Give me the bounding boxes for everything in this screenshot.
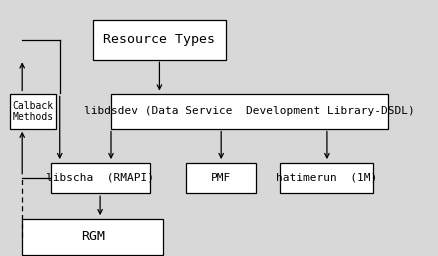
Text: libdsdev (Data Service  Development Library-DSDL): libdsdev (Data Service Development Libra… <box>84 106 414 116</box>
Text: RGM: RGM <box>81 230 105 243</box>
Text: Calback
Methods: Calback Methods <box>13 101 53 122</box>
Text: hatimerun  (1M): hatimerun (1M) <box>276 173 377 183</box>
FancyBboxPatch shape <box>185 163 256 193</box>
Text: libscha  (RMAPI): libscha (RMAPI) <box>46 173 154 183</box>
FancyBboxPatch shape <box>111 94 387 129</box>
FancyBboxPatch shape <box>10 94 56 129</box>
FancyBboxPatch shape <box>280 163 372 193</box>
FancyBboxPatch shape <box>50 163 149 193</box>
FancyBboxPatch shape <box>22 219 163 255</box>
Text: PMF: PMF <box>211 173 231 183</box>
Text: Resource Types: Resource Types <box>103 33 215 46</box>
FancyBboxPatch shape <box>92 20 226 60</box>
